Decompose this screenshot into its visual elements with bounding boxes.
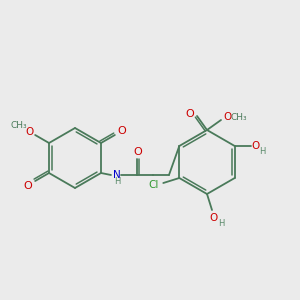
Text: Cl: Cl [148,180,158,190]
Text: O: O [134,147,142,157]
Text: O: O [118,126,126,136]
Text: N: N [113,170,121,180]
Text: H: H [260,146,266,155]
Text: O: O [25,127,33,137]
Text: H: H [218,220,224,229]
Text: CH₃: CH₃ [231,112,247,122]
Text: O: O [24,181,32,191]
Text: H: H [114,178,120,187]
Text: O: O [252,141,260,151]
Text: O: O [223,112,231,122]
Text: O: O [186,109,194,119]
Text: O: O [210,213,218,223]
Text: CH₃: CH₃ [11,121,28,130]
